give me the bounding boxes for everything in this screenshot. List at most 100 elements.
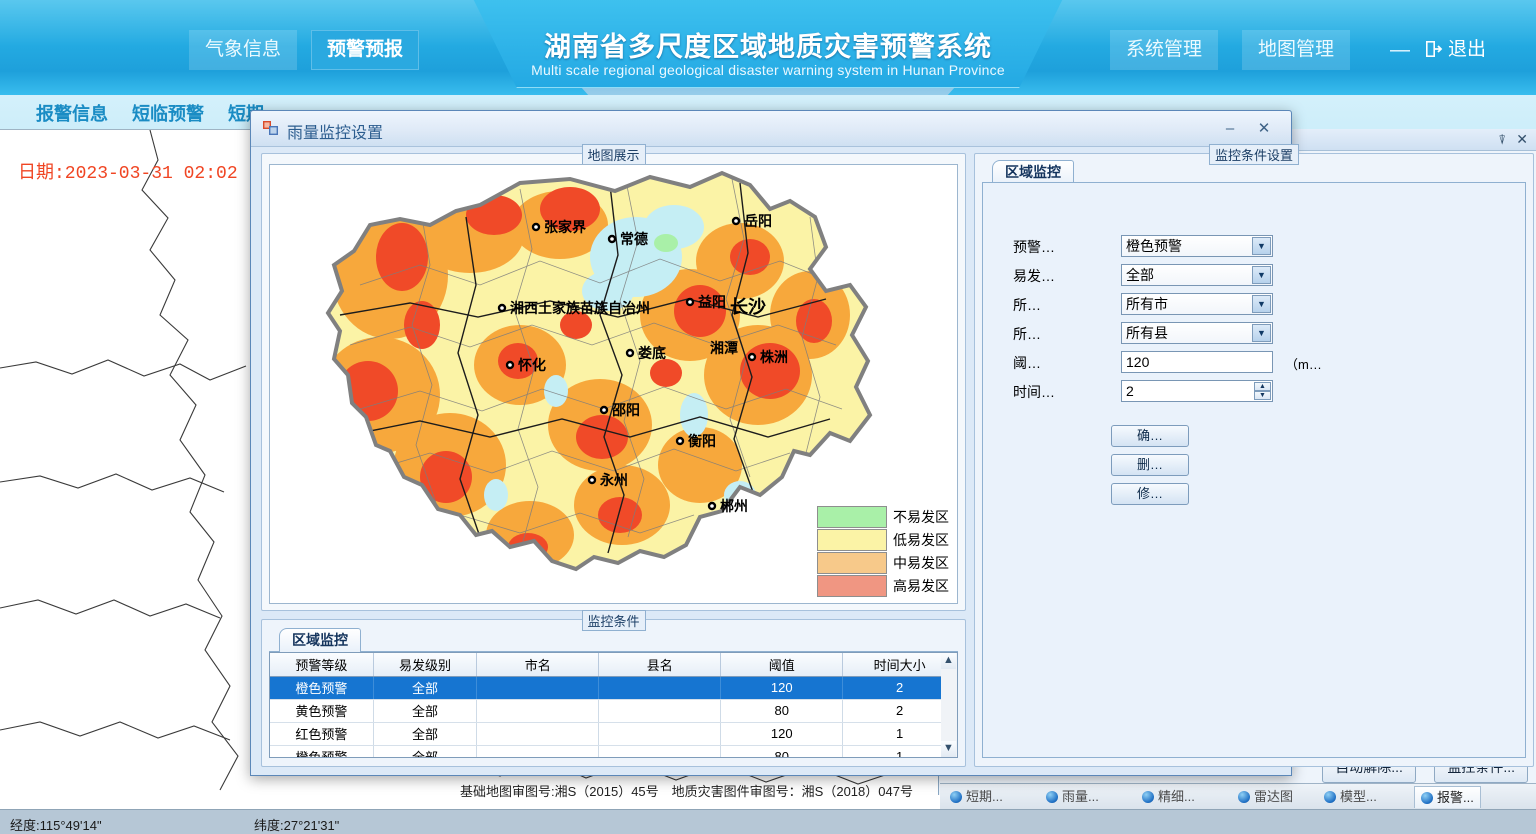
- globe-icon: [1421, 792, 1433, 804]
- monitor-condition-group: 监控条件 区域监控 预警等级 易发级别 市名 县名 阈值 时间大小 橙色预警 全部 120 2 黄…: [261, 610, 966, 767]
- hunan-hazard-map[interactable]: 张家界 常德 岳阳 益阳 长沙 湘西土家族苗族自治州 湘潭 株洲 娄底: [269, 164, 958, 604]
- condition-table[interactable]: 预警等级 易发级别 市名 县名 阈值 时间大小 橙色预警 全部 120 2 黄色预警 全部 80 2 红色…: [269, 652, 958, 758]
- header-center-plate: [471, 0, 1065, 88]
- pin-icon[interactable]: ⍒: [1498, 132, 1506, 147]
- exit-button[interactable]: 退出: [1424, 30, 1486, 70]
- dialog-minimize-button[interactable]: –: [1225, 120, 1235, 137]
- dialog-title: 雨量监控设置: [287, 125, 384, 142]
- nav-item-weather-info[interactable]: 气象信息: [189, 30, 298, 70]
- legend-swatch: [817, 528, 887, 551]
- svg-text:湘西土家族苗族自治州: 湘西土家族苗族自治州: [510, 300, 650, 316]
- field-input-5[interactable]: 2 ▲ ▼: [1121, 380, 1273, 402]
- exit-door-icon: [1426, 41, 1443, 57]
- field-label: 阈…: [1013, 355, 1041, 371]
- condition-col-0: 预警等级: [270, 653, 374, 677]
- table-cell-市名: [476, 722, 600, 746]
- dialog-titlebar[interactable]: 雨量监控设置 – ✕: [251, 111, 1291, 147]
- longitude-readout: 经度:115°49'14": [10, 818, 102, 833]
- legend-swatch: [817, 574, 887, 597]
- table-cell-阈值: 80: [720, 745, 844, 757]
- table-row[interactable]: 橙色预警 全部 80 1: [270, 745, 957, 757]
- globe-icon: [1142, 791, 1154, 803]
- legend-swatch: [817, 505, 887, 528]
- nav-item-map-management[interactable]: 地图管理: [1242, 30, 1351, 70]
- table-cell-县名: [598, 722, 722, 746]
- field-label: 预警…: [1013, 239, 1055, 255]
- legend-label: 不易发区: [893, 508, 949, 525]
- legend-swatch: [817, 551, 887, 574]
- field-input-1[interactable]: 全部 ▼: [1121, 264, 1273, 286]
- taskbar-item-label: 雨量...: [1062, 789, 1099, 804]
- settings-action-button-0[interactable]: 确…: [1111, 425, 1189, 447]
- chevron-down-icon[interactable]: ▼: [1252, 324, 1271, 342]
- svg-text:常德: 常德: [620, 231, 648, 247]
- legend-row: 低易发区: [817, 528, 951, 551]
- condition-table-body: 橙色预警 全部 120 2 黄色预警 全部 80 2 红色预警 全部 120 1 橙色预警 全部 80 1: [270, 676, 957, 757]
- field-label: 所…: [1013, 297, 1041, 313]
- subnav-item-short-imminent-warning[interactable]: 短临预警: [132, 104, 204, 124]
- table-cell-易发级别: 全部: [373, 722, 478, 746]
- field-input-2[interactable]: 所有市 ▼: [1121, 293, 1273, 315]
- legend-row: 中易发区: [817, 551, 951, 574]
- tab-regional-monitor[interactable]: 区域监控: [279, 628, 361, 652]
- field-input-4[interactable]: 120: [1121, 351, 1273, 373]
- taskbar-item-4[interactable]: 模型...: [1318, 786, 1383, 808]
- map-legend: 不易发区低易发区中易发区高易发区: [817, 505, 951, 597]
- subnav-item-alarm-info[interactable]: 报警信息: [36, 104, 108, 124]
- minimize-window-button[interactable]: —: [1390, 39, 1410, 61]
- table-cell-时间大小: 1: [842, 722, 957, 746]
- legend-label: 中易发区: [893, 554, 949, 571]
- spinner-down-icon[interactable]: ▼: [1254, 391, 1271, 400]
- settings-action-button-1[interactable]: 删…: [1111, 454, 1189, 476]
- table-cell-县名: [598, 676, 722, 700]
- settings-field-row: 预警… 橙色预警 ▼: [1013, 235, 1433, 259]
- table-row[interactable]: 橙色预警 全部 120 2: [270, 676, 957, 700]
- svg-text:怀化: 怀化: [518, 357, 546, 373]
- taskbar: 短期... 雨量... 精细... 雷达图 模型... 报警...: [940, 783, 1536, 809]
- legend-row: 高易发区: [817, 574, 951, 597]
- svg-text:衡阳: 衡阳: [688, 433, 716, 449]
- table-cell-县名: [598, 745, 722, 757]
- chevron-down-icon[interactable]: ▼: [1252, 266, 1271, 284]
- condition-table-scrollbar[interactable]: ▲ ▼: [941, 652, 958, 758]
- condition-group-label: 监控条件: [581, 610, 646, 631]
- table-cell-预警等级: 橙色预警: [270, 676, 374, 700]
- taskbar-item-0[interactable]: 短期...: [944, 786, 1009, 808]
- taskbar-item-1[interactable]: 雨量...: [1040, 786, 1105, 808]
- taskbar-item-label: 精细...: [1158, 789, 1195, 804]
- chevron-down-icon[interactable]: ▼: [1252, 237, 1271, 255]
- scroll-down-arrow-icon[interactable]: ▼: [941, 741, 956, 757]
- table-cell-易发级别: 全部: [373, 699, 478, 723]
- table-cell-易发级别: 全部: [373, 676, 478, 700]
- taskbar-item-2[interactable]: 精细...: [1136, 786, 1201, 808]
- settings-field-row: 阈… 120 （m…: [1013, 351, 1433, 375]
- rainfall-monitor-settings-dialog: 雨量监控设置 – ✕ 地图展示: [250, 110, 1534, 776]
- tab-settings-regional-monitor[interactable]: 区域监控: [992, 160, 1074, 184]
- map-display-group: 地图展示: [261, 144, 966, 611]
- taskbar-item-label: 雷达图: [1254, 789, 1294, 804]
- taskbar-item-label: 报警...: [1437, 790, 1474, 805]
- dialog-close-button[interactable]: ✕: [1257, 120, 1271, 137]
- table-cell-预警等级: 红色预警: [270, 722, 374, 746]
- spinner-up-icon[interactable]: ▲: [1254, 382, 1271, 391]
- close-icon[interactable]: ✕: [1516, 131, 1528, 147]
- settings-field-row: 所… 所有市 ▼: [1013, 293, 1433, 317]
- table-cell-预警等级: 黄色预警: [270, 699, 374, 723]
- taskbar-item-3[interactable]: 雷达图: [1232, 786, 1299, 808]
- table-row[interactable]: 黄色预警 全部 80 2: [270, 699, 957, 723]
- table-row[interactable]: 红色预警 全部 120 1: [270, 722, 957, 746]
- page-title: 湖南省多尺度区域地质灾害预警系统: [544, 32, 992, 62]
- settings-action-button-2[interactable]: 修…: [1111, 483, 1189, 505]
- taskbar-item-5[interactable]: 报警...: [1414, 786, 1481, 808]
- field-input-0[interactable]: 橙色预警 ▼: [1121, 235, 1273, 257]
- globe-icon: [950, 791, 962, 803]
- table-cell-市名: [476, 745, 600, 757]
- nav-item-system-management[interactable]: 系统管理: [1110, 30, 1219, 70]
- nav-item-warning-forecast[interactable]: 预警预报: [311, 30, 420, 70]
- scroll-up-arrow-icon[interactable]: ▲: [941, 653, 956, 669]
- field-input-3[interactable]: 所有县 ▼: [1121, 322, 1273, 344]
- legend-row: 不易发区: [817, 505, 951, 528]
- chevron-down-icon[interactable]: ▼: [1252, 295, 1271, 313]
- condition-col-2: 市名: [476, 653, 600, 677]
- legend-label: 高易发区: [893, 577, 949, 594]
